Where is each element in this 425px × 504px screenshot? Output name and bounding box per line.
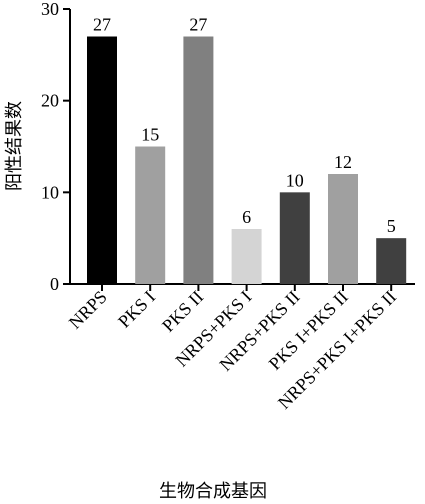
x-tick-label: PKS I xyxy=(114,287,159,332)
bar xyxy=(231,229,262,284)
bar xyxy=(135,146,166,284)
y-tick-label: 20 xyxy=(41,91,59,111)
bar xyxy=(87,36,117,284)
x-tick-label: NRPS xyxy=(65,287,111,333)
bar xyxy=(328,174,358,284)
bar xyxy=(279,192,310,284)
y-axis-title: 阳性结果数 xyxy=(4,101,24,191)
y-tick-label: 30 xyxy=(41,0,59,19)
value-label: 15 xyxy=(141,125,159,145)
y-tick-label: 0 xyxy=(50,274,59,294)
value-label: 6 xyxy=(242,207,251,227)
bar xyxy=(183,36,214,284)
y-tick-label: 10 xyxy=(41,182,59,202)
value-label: 10 xyxy=(286,170,304,190)
x-axis-title: 生物合成基因 xyxy=(159,481,267,501)
value-label: 27 xyxy=(93,15,111,35)
bar xyxy=(376,238,407,284)
value-label: 27 xyxy=(189,15,207,35)
value-label: 12 xyxy=(334,152,352,172)
value-label: 5 xyxy=(387,216,396,236)
